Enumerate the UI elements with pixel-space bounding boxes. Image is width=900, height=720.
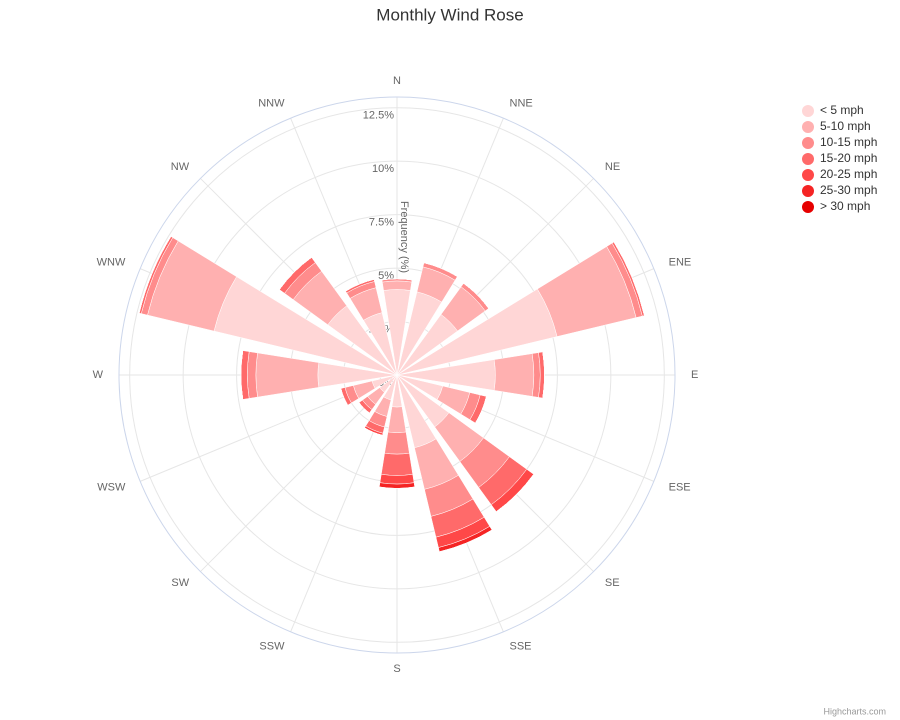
legend-symbol (802, 121, 814, 133)
legend-symbol (802, 185, 814, 197)
direction-label: SSE (510, 641, 532, 653)
outer-circle (118, 96, 676, 654)
direction-label: NNW (258, 97, 285, 109)
legend-symbol (802, 201, 814, 213)
y-tick-label: 7.5% (369, 217, 394, 229)
direction-label: WNW (97, 256, 126, 268)
wedge (380, 452, 414, 476)
direction-label: SW (171, 577, 189, 589)
wedge (379, 486, 415, 489)
wedge (364, 427, 383, 436)
wedge (463, 283, 489, 309)
grid-circle (182, 160, 612, 590)
legend-label: < 5 mph (820, 103, 864, 117)
direction-label: S (393, 663, 400, 675)
legend-symbol (802, 153, 814, 165)
legend-symbol (802, 169, 814, 181)
legend-label: 20-25 mph (820, 167, 877, 181)
wedge (247, 351, 258, 399)
wedge (340, 388, 348, 406)
axis-title: Frequency (%) (398, 201, 410, 273)
direction-label: SSW (259, 641, 285, 653)
direction-label: NW (171, 161, 190, 173)
credit[interactable]: Highcharts.com (823, 706, 886, 716)
direction-label: ENE (669, 256, 692, 268)
wedge (255, 352, 320, 398)
legend-label: 5-10 mph (820, 119, 871, 133)
wedge (387, 406, 407, 433)
legend-symbol (802, 105, 814, 117)
wedge (384, 431, 410, 455)
legend-label: 10-15 mph (820, 135, 877, 149)
y-tick-label: 12.5% (363, 110, 394, 122)
chart-title: Monthly Wind Rose (376, 5, 523, 24)
grid-circle (236, 214, 558, 536)
direction-label: SE (605, 577, 620, 589)
wedge (345, 279, 375, 292)
direction-label: NE (605, 161, 620, 173)
wedge (358, 402, 370, 414)
direction-label: WSW (97, 481, 126, 493)
legend-symbol (802, 137, 814, 149)
wedge (493, 353, 535, 397)
direction-label: E (691, 369, 698, 381)
wedge (381, 280, 413, 291)
legend-label: 25-30 mph (820, 183, 877, 197)
direction-label: W (93, 369, 104, 381)
wedge (379, 473, 415, 485)
wedge (475, 396, 487, 424)
legend-label: > 30 mph (820, 199, 870, 213)
y-tick-label: 10% (372, 163, 394, 175)
direction-label: N (393, 75, 401, 87)
grid-circle (129, 107, 665, 643)
wedge (496, 474, 534, 512)
direction-label: ESE (669, 481, 691, 493)
direction-label: NNE (510, 97, 533, 109)
legend-label: 15-20 mph (820, 151, 877, 165)
